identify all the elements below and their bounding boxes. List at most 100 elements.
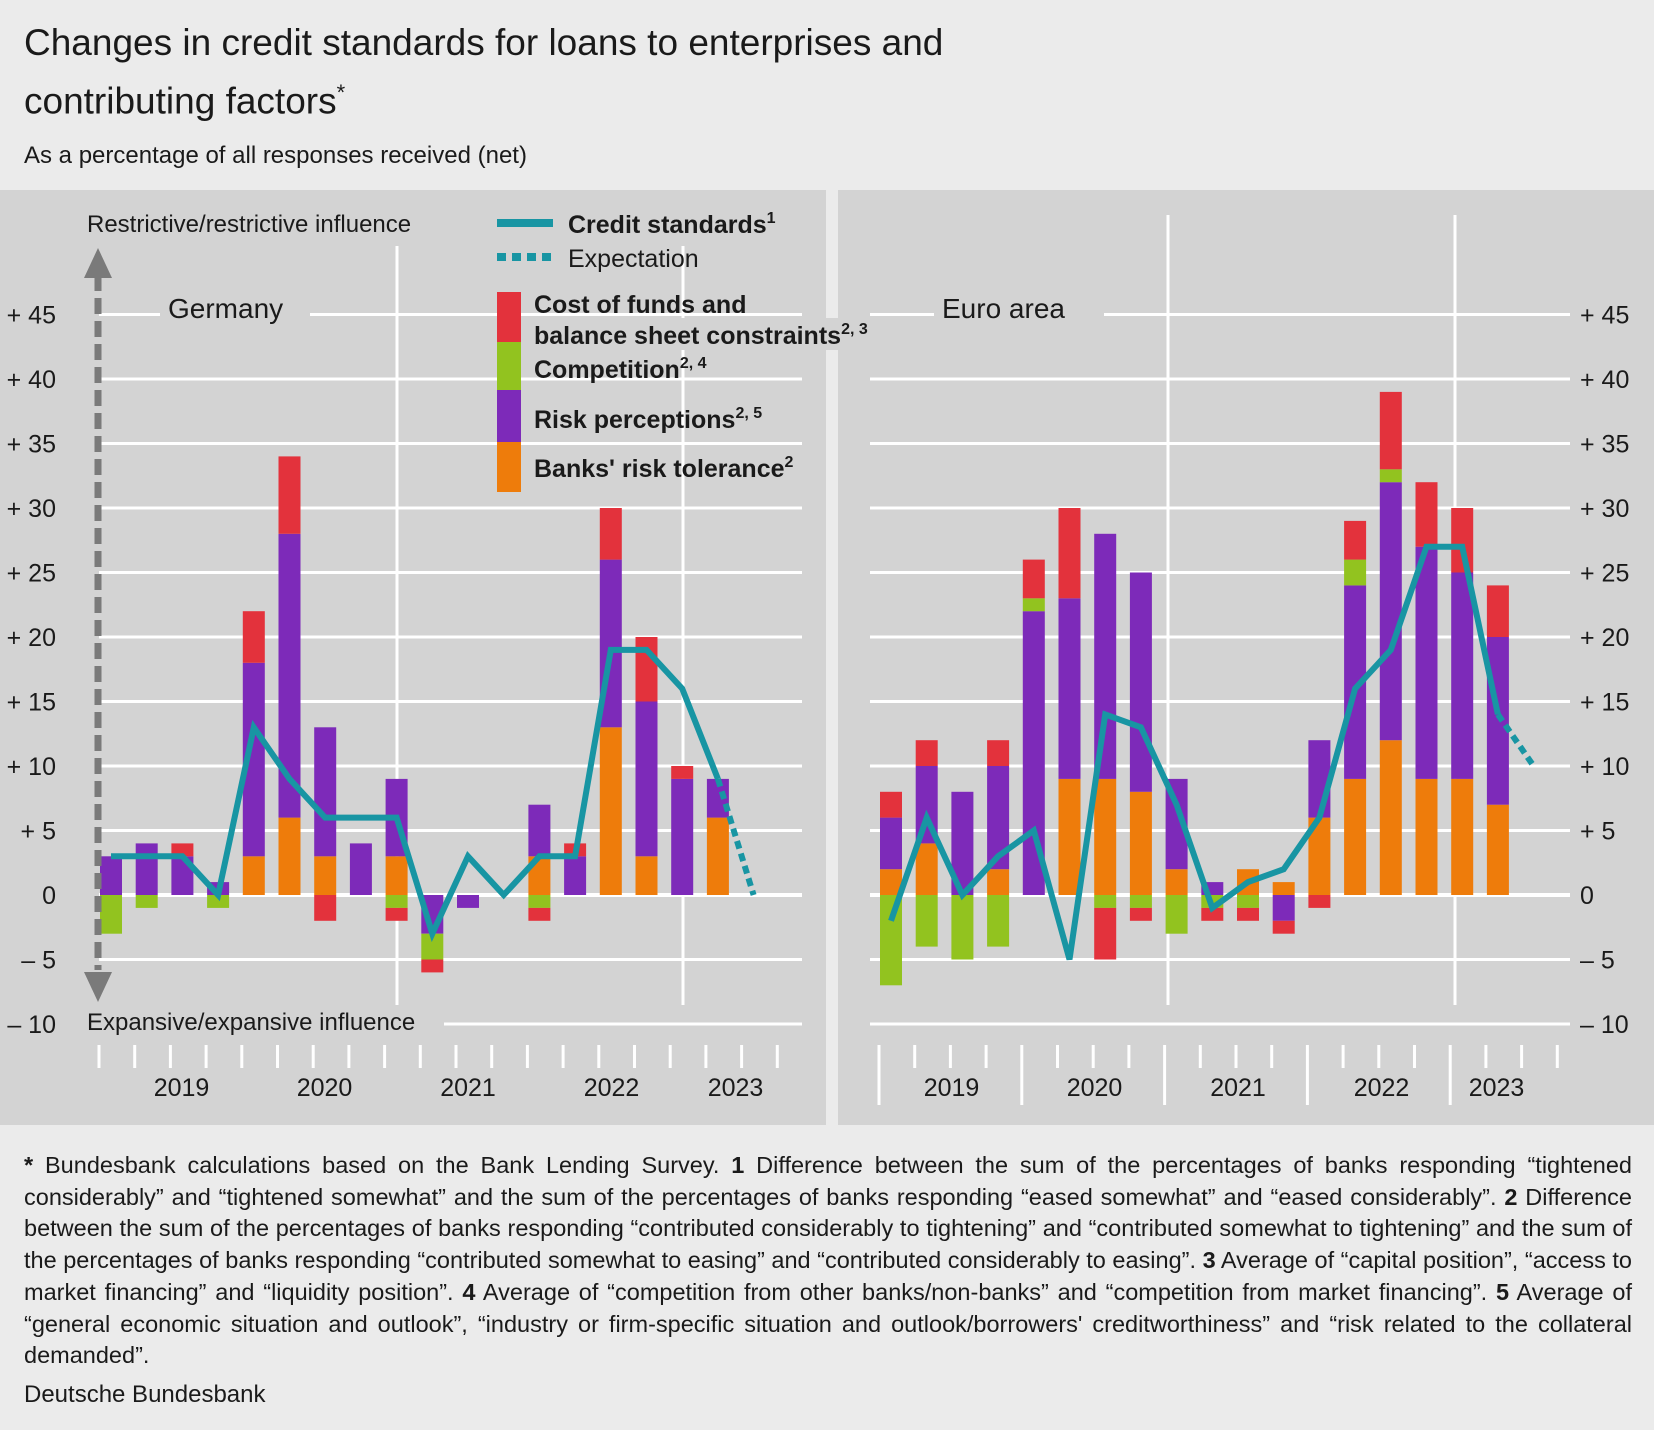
germany-year-label: 2019 [154, 1074, 210, 1102]
germany-y-tick-label: 0 [42, 882, 56, 910]
euro-y-tick-label: + 5 [1580, 818, 1615, 846]
germany-bar-competition [421, 933, 444, 960]
euro-bar-cost-of-funds [1201, 907, 1224, 921]
euro-bar-risk-tolerance [1165, 869, 1188, 895]
germany-bar-cost-of-funds [242, 611, 265, 663]
germany-bar-risk-perceptions [314, 727, 337, 857]
legend: Credit standards1 Expectation Cost of fund… [497, 210, 890, 492]
euro-bar-risk-tolerance [1129, 791, 1152, 895]
germany-bar-cost-of-funds [171, 843, 194, 857]
euro-bar-competition [1129, 895, 1152, 908]
germany-bar-risk-perceptions [635, 701, 658, 857]
germany-bar-risk-tolerance [385, 856, 408, 895]
euro-bar-cost-of-funds [1486, 585, 1509, 637]
germany-credit-standards-line [111, 646, 721, 943]
axis-top-label: Restrictive/restrictive influence [87, 211, 411, 238]
euro-bar-risk-perceptions [1094, 533, 1117, 779]
germany-y-tick-label: – 5 [21, 947, 56, 975]
germany-bar-cost-of-funds [635, 637, 658, 702]
germany-bar-competition [207, 895, 230, 908]
euro-year-label: 2019 [924, 1074, 980, 1102]
euro-y-tick-label: – 10 [1580, 1011, 1629, 1039]
euro-bar-cost-of-funds [880, 791, 902, 818]
germany-bar-risk-perceptions [242, 662, 265, 857]
germany-bar-risk-perceptions [671, 778, 694, 895]
euro-bar-competition [1094, 895, 1117, 908]
euro-bar-risk-tolerance [1379, 740, 1402, 895]
germany-bar-risk-tolerance [635, 856, 658, 895]
germany-bar-cost-of-funds [278, 456, 301, 534]
germany-bar-risk-perceptions [457, 895, 479, 908]
euro-bar-risk-perceptions [1415, 546, 1438, 779]
euro-bar-risk-tolerance [1451, 778, 1474, 895]
germany-bar-risk-perceptions [528, 804, 551, 857]
euro-bar-risk-tolerance [1344, 778, 1367, 895]
legend-risk-perceptions-label: Risk perceptions2, 5 [534, 405, 762, 434]
germany-bar-competition [100, 895, 122, 934]
down-arrow-icon [84, 972, 112, 1002]
germany-bar-risk-tolerance [314, 856, 337, 895]
euro-bar-competition [1344, 559, 1367, 586]
euro-y-tick-label: + 30 [1580, 495, 1629, 523]
legend-expectation-label: Expectation [568, 245, 699, 273]
euro-bar-risk-perceptions [1165, 778, 1188, 870]
euro-bar-competition [880, 895, 902, 986]
germany-bar-risk-tolerance [278, 817, 301, 895]
axis-top-label-background [84, 210, 444, 244]
euro-bar-risk-perceptions [1058, 598, 1081, 779]
euro-bar-cost-of-funds [1379, 391, 1402, 470]
axis-bottom-label: Expansive/expansive influence [87, 1009, 415, 1036]
euro-year-label: 2020 [1067, 1074, 1123, 1102]
germany-y-tick-label: + 40 [7, 366, 56, 394]
title-footnote-mark: * [336, 80, 346, 105]
germany-y-tick-label: + 10 [7, 753, 56, 781]
euro-y-tick-label: + 35 [1580, 431, 1629, 459]
euro-bar-risk-tolerance [1308, 817, 1331, 895]
euro-year-label: 2021 [1210, 1074, 1266, 1102]
axis-bottom-label-background [84, 1005, 444, 1037]
euro-y-tick-label: + 15 [1580, 689, 1629, 717]
euro-bar-cost-of-funds [1451, 508, 1474, 573]
germany-bar-risk-tolerance [242, 856, 265, 895]
euro-bar-competition [1022, 598, 1045, 612]
euro-bar-risk-perceptions [1379, 482, 1402, 741]
euro-bar-risk-tolerance [1058, 778, 1081, 895]
euro-bar-risk-perceptions [987, 766, 1010, 870]
germany-bar-competition [528, 895, 551, 908]
euro-bar-risk-tolerance [987, 869, 1010, 895]
euro-bar-risk-tolerance [1272, 882, 1295, 895]
euro-bar-risk-perceptions [951, 791, 974, 895]
germany-bar-cost-of-funds [314, 895, 337, 921]
euro-y-tick-label: – 5 [1580, 947, 1615, 975]
euro-bar-risk-perceptions [1022, 611, 1045, 895]
euro-bar-risk-perceptions [1486, 637, 1509, 805]
euro-bar-risk-perceptions [1451, 572, 1474, 779]
germany-year-label: 2021 [440, 1074, 496, 1102]
germany-bar-risk-perceptions [100, 856, 122, 895]
germany-year-label: 2020 [297, 1074, 353, 1102]
germany-bar-cost-of-funds [599, 508, 622, 560]
euro-credit-standards-line [888, 543, 1501, 961]
euro-expectation-line [1495, 712, 1537, 768]
germany-y-tick-label: + 35 [7, 431, 56, 459]
legend-cost-of-funds-swatch [497, 292, 521, 342]
germany-y-tick-label: + 15 [7, 689, 56, 717]
chart-title: Changes in credit standards for loans to… [24, 22, 944, 122]
footnote: * Bundesbank calculations based on the B… [24, 1152, 1633, 1369]
legend-cost-of-funds-label-line1: Cost of funds and [534, 291, 746, 319]
germany-y-tick-label: + 45 [7, 302, 56, 330]
euro-y-tick-label: + 25 [1580, 560, 1629, 588]
legend-risk-perceptions-swatch [497, 390, 521, 442]
source-label: Deutsche Bundesbank [24, 1381, 266, 1408]
euro-bar-risk-perceptions [1129, 572, 1152, 792]
euro-y-tick-label: 0 [1580, 882, 1594, 910]
euro-plot-background [838, 190, 1654, 1125]
germany-bar-competition [385, 895, 408, 908]
germany-bar-risk-perceptions [706, 778, 729, 818]
legend-cost-label-background [530, 318, 890, 350]
charts-panel: – 10 – 5 0 + 5 + 10 + 15 + 20 + 25 + 30 + 35 + 40 +… [0, 190, 1654, 1135]
legend-cost-of-funds-label-line2: balance sheet constraints2, 3 [534, 321, 868, 350]
euro-bar-competition [1237, 895, 1259, 908]
euro-bar-risk-perceptions [1344, 585, 1367, 779]
germany-bar-risk-tolerance [706, 817, 729, 895]
